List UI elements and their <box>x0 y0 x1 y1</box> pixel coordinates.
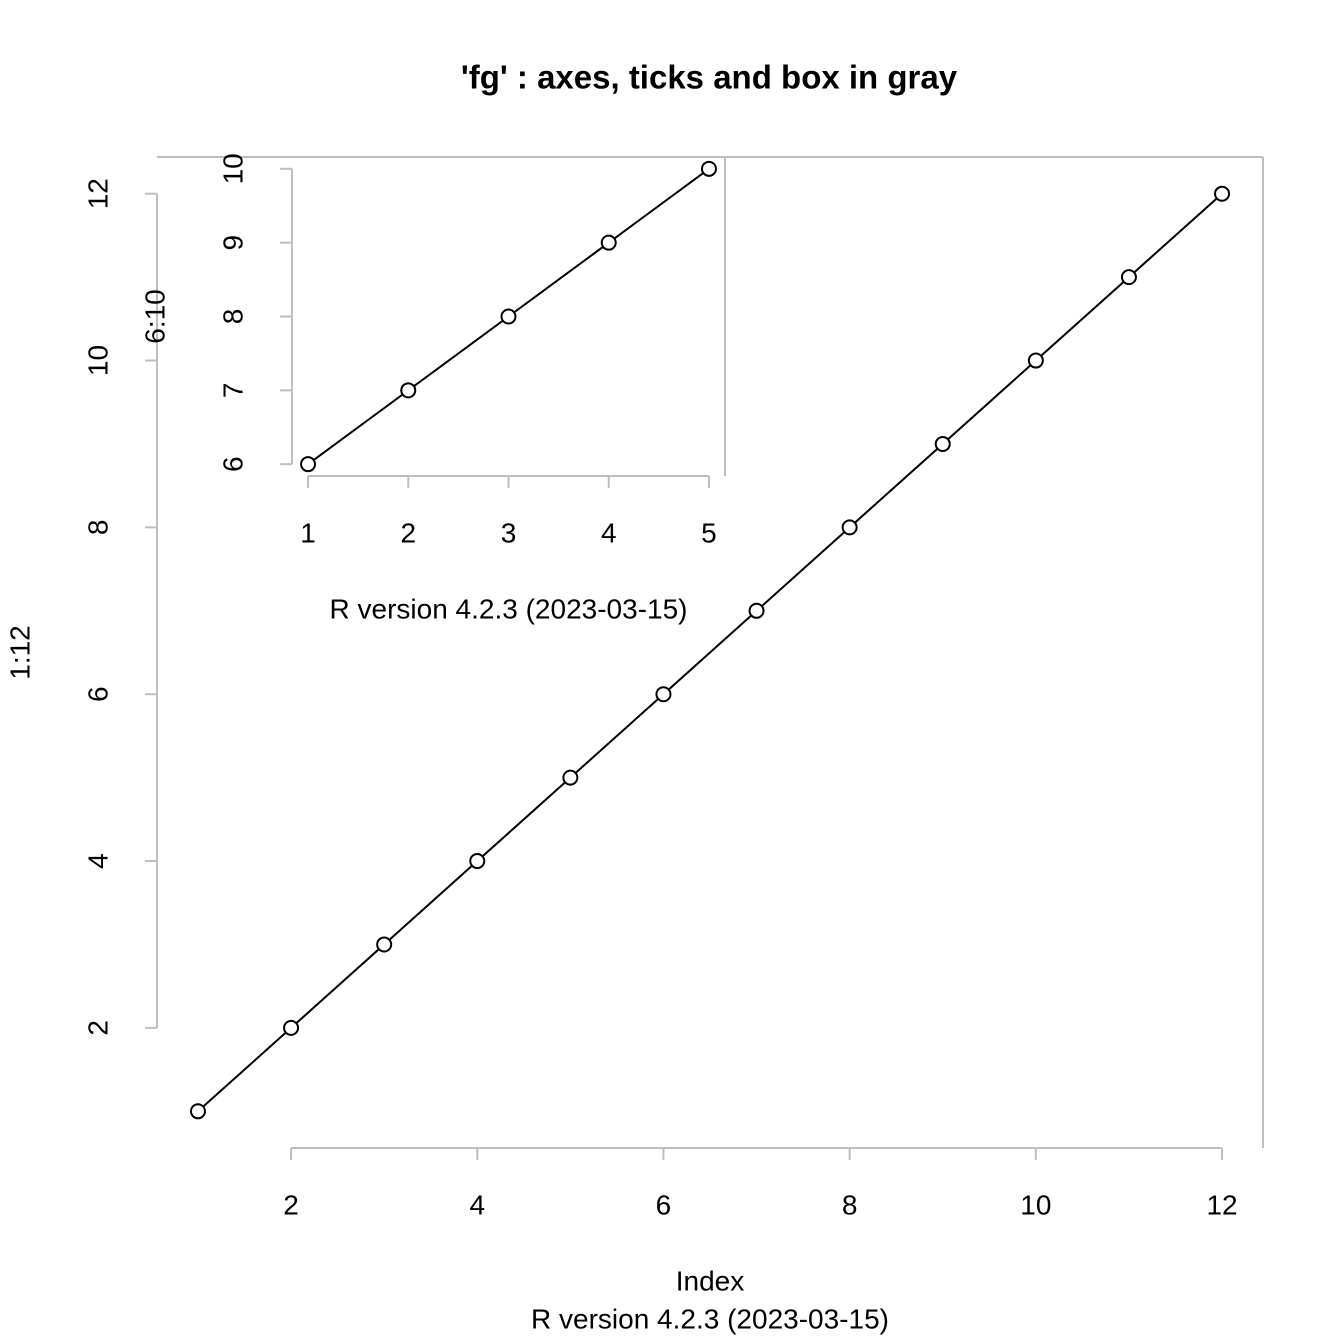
x-tick-label: 1 <box>300 517 316 548</box>
y-tick-label: 8 <box>217 309 248 325</box>
data-point <box>376 936 393 953</box>
y-tick-label: 6 <box>217 456 248 472</box>
y-tick-label: 10 <box>217 153 248 184</box>
x-tick-label: 4 <box>601 517 617 548</box>
data-point <box>1214 185 1231 202</box>
x-tick-label: 4 <box>469 1189 485 1220</box>
x-tick-label: 2 <box>283 1189 299 1220</box>
data-point <box>841 519 858 536</box>
y-tick-label: 9 <box>217 235 248 251</box>
data-point <box>469 853 486 870</box>
data-point <box>655 686 672 703</box>
data-point <box>748 602 765 619</box>
y-tick-label: 2 <box>82 1020 113 1036</box>
data-point <box>1027 352 1044 369</box>
data-point <box>189 1103 206 1120</box>
data-line <box>197 192 1223 1113</box>
x-tick-label: 8 <box>842 1189 858 1220</box>
y-tick-label: 4 <box>82 853 113 869</box>
data-point <box>934 435 951 452</box>
x-tick-label: 6 <box>656 1189 672 1220</box>
y-axis-label: 1:12 <box>4 625 35 680</box>
data-point <box>700 160 717 177</box>
subtitle: R version 4.2.3 (2023-03-15) <box>330 593 688 624</box>
y-tick-label: 10 <box>82 345 113 376</box>
data-point <box>600 234 617 251</box>
data-point <box>500 308 517 325</box>
y-tick-label: 7 <box>217 383 248 399</box>
y-tick-label: 12 <box>82 178 113 209</box>
data-point <box>1120 269 1137 286</box>
x-tick-label: 3 <box>501 517 517 548</box>
data-point <box>283 1019 300 1036</box>
x-tick-label: 12 <box>1206 1189 1237 1220</box>
data-point <box>562 769 579 786</box>
x-axis-label: Index <box>676 1265 745 1296</box>
y-tick-label: 8 <box>82 520 113 536</box>
subtitle: R version 4.2.3 (2023-03-15) <box>531 1303 889 1334</box>
y-axis-label: 6:10 <box>139 289 170 344</box>
y-tick-label: 6 <box>82 686 113 702</box>
data-point <box>300 456 317 473</box>
x-tick-label: 10 <box>1020 1189 1051 1220</box>
chart-title: 'fg' : axes, ticks and box in gray <box>461 59 958 96</box>
data-point <box>400 382 417 399</box>
x-tick-label: 5 <box>701 517 717 548</box>
x-tick-label: 2 <box>400 517 416 548</box>
